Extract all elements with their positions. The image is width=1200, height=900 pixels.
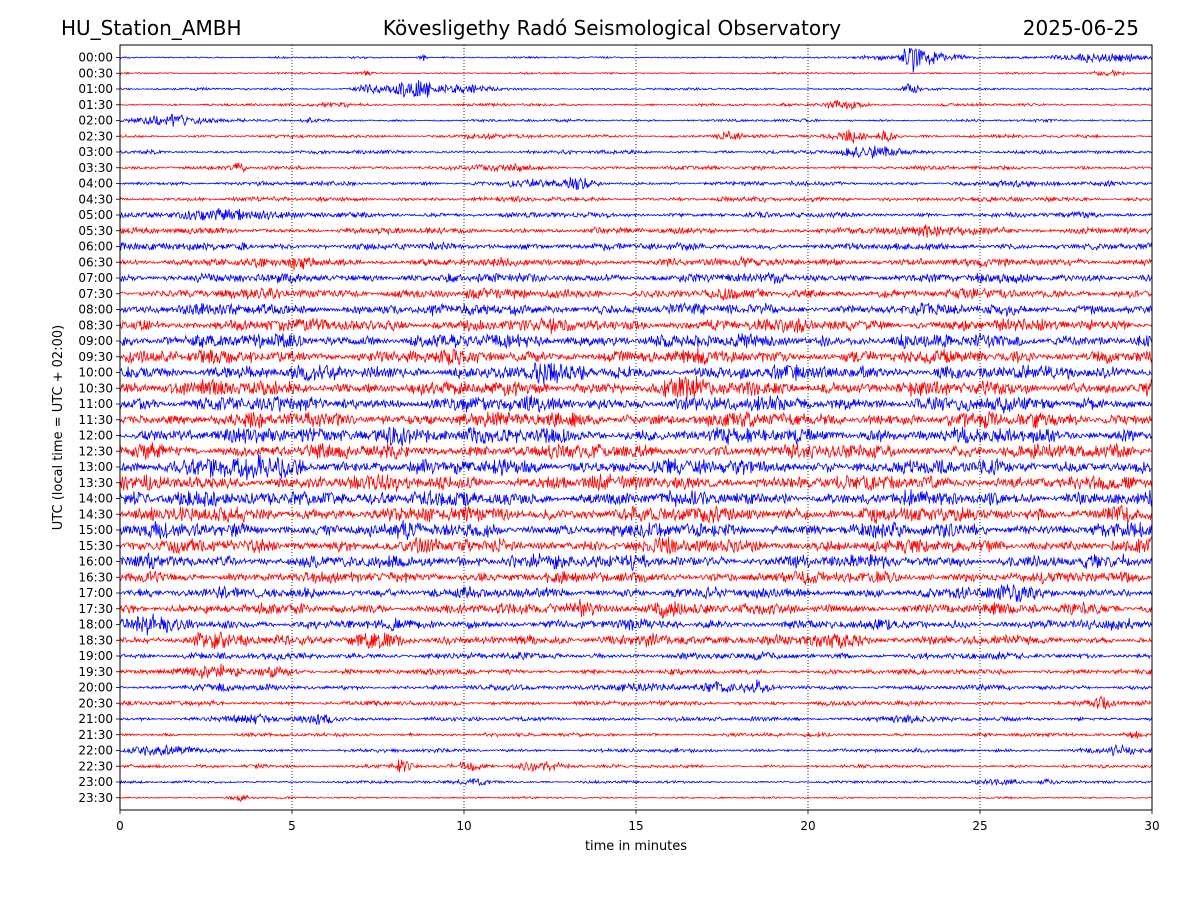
y-tick-label: 13:00 bbox=[78, 460, 113, 474]
y-tick-label: 21:30 bbox=[78, 728, 113, 742]
trace-1530 bbox=[120, 536, 1152, 556]
axes-group bbox=[116, 44, 1153, 814]
y-tick-label: 09:00 bbox=[78, 334, 113, 348]
trace-0130 bbox=[120, 99, 1152, 111]
y-tick-label: 00:30 bbox=[78, 66, 113, 80]
trace-1830 bbox=[120, 631, 1152, 650]
y-tick-label: 00:00 bbox=[78, 51, 113, 65]
y-tick-label: 15:30 bbox=[78, 539, 113, 553]
y-tick-label: 08:30 bbox=[78, 318, 113, 332]
y-tick-label: 04:30 bbox=[78, 192, 113, 206]
y-tick-label: 12:30 bbox=[78, 444, 113, 458]
y-tick-label: 12:00 bbox=[78, 429, 113, 443]
x-tick-label: 10 bbox=[456, 819, 471, 833]
y-tick-label: 13:30 bbox=[78, 476, 113, 490]
y-tick-label: 14:00 bbox=[78, 492, 113, 506]
y-tick-label: 01:30 bbox=[78, 98, 113, 112]
y-axis-label: UTC (local time = UTC + 02:00) bbox=[51, 325, 66, 530]
y-tick-label: 18:30 bbox=[78, 633, 113, 647]
x-tick-label: 30 bbox=[1144, 819, 1159, 833]
y-tick-label: 16:30 bbox=[78, 570, 113, 584]
y-tick-label: 20:00 bbox=[78, 681, 113, 695]
y-tick-label: 03:30 bbox=[78, 161, 113, 175]
y-tick-label: 06:30 bbox=[78, 255, 113, 269]
y-tick-label: 10:30 bbox=[78, 381, 113, 395]
trace-1130 bbox=[120, 411, 1152, 429]
y-tick-label: 18:00 bbox=[78, 618, 113, 632]
y-tick-label: 17:30 bbox=[78, 602, 113, 616]
y-tick-label: 07:30 bbox=[78, 287, 113, 301]
trace-1930 bbox=[120, 663, 1152, 679]
trace-0900 bbox=[120, 332, 1152, 350]
x-tick-label: 5 bbox=[288, 819, 296, 833]
y-tick-label: 20:30 bbox=[78, 696, 113, 710]
trace-2300 bbox=[120, 777, 1152, 787]
y-tick-label: 05:30 bbox=[78, 224, 113, 238]
y-tick-label: 01:00 bbox=[78, 82, 113, 96]
trace-0100 bbox=[120, 80, 1152, 98]
y-tick-label: 06:00 bbox=[78, 240, 113, 254]
y-tick-label: 15:00 bbox=[78, 523, 113, 537]
x-tick-label: 20 bbox=[800, 819, 815, 833]
y-tick-label: 07:00 bbox=[78, 271, 113, 285]
y-tick-label: 22:00 bbox=[78, 744, 113, 758]
trace-0530 bbox=[120, 224, 1152, 238]
trace-0930 bbox=[120, 347, 1152, 366]
trace-1700 bbox=[120, 584, 1152, 603]
y-tick-label: 11:30 bbox=[78, 413, 113, 427]
trace-0830 bbox=[120, 317, 1152, 335]
trace-0300 bbox=[120, 145, 1152, 159]
y-tick-label: 22:30 bbox=[78, 759, 113, 773]
x-tick-label: 0 bbox=[116, 819, 124, 833]
y-tick-label: 21:00 bbox=[78, 712, 113, 726]
trace-1900 bbox=[120, 650, 1152, 662]
trace-0330 bbox=[120, 162, 1152, 174]
y-tick-label: 19:30 bbox=[78, 665, 113, 679]
x-axis-label: time in minutes bbox=[585, 839, 687, 854]
trace-1300 bbox=[120, 454, 1152, 481]
y-tick-label: 23:00 bbox=[78, 775, 113, 789]
y-tick-label: 19:00 bbox=[78, 649, 113, 663]
y-tick-label: 09:30 bbox=[78, 350, 113, 364]
x-tick-label: 25 bbox=[972, 819, 987, 833]
grid-group bbox=[291, 45, 981, 810]
y-tick-label: 02:00 bbox=[78, 114, 113, 128]
trace-0630 bbox=[120, 255, 1152, 271]
trace-0500 bbox=[120, 207, 1152, 221]
trace-1100 bbox=[120, 394, 1152, 414]
y-tick-label: 04:00 bbox=[78, 177, 113, 191]
x-tick-label: 15 bbox=[628, 819, 643, 833]
y-tick-label: 10:00 bbox=[78, 366, 113, 380]
station-name: HU_Station_AMBH bbox=[61, 16, 242, 40]
chart-date: 2025-06-25 bbox=[1022, 16, 1139, 40]
y-tick-label: 05:00 bbox=[78, 208, 113, 222]
trace-0800 bbox=[120, 301, 1152, 317]
trace-1200 bbox=[120, 426, 1152, 447]
trace-group bbox=[120, 47, 1152, 803]
chart-title: Kövesligethy Radó Seismological Observat… bbox=[382, 16, 842, 40]
y-tick-label: 23:30 bbox=[78, 791, 113, 805]
trace-1230 bbox=[120, 442, 1152, 461]
y-tick-label: 02:30 bbox=[78, 129, 113, 143]
y-tick-label: 03:00 bbox=[78, 145, 113, 159]
y-tick-label: 16:00 bbox=[78, 555, 113, 569]
trace-1430 bbox=[120, 504, 1152, 524]
y-tick-label: 14:30 bbox=[78, 507, 113, 521]
y-tick-label: 08:00 bbox=[78, 303, 113, 317]
y-tick-label: 11:00 bbox=[78, 397, 113, 411]
y-tick-label: 17:00 bbox=[78, 586, 113, 600]
